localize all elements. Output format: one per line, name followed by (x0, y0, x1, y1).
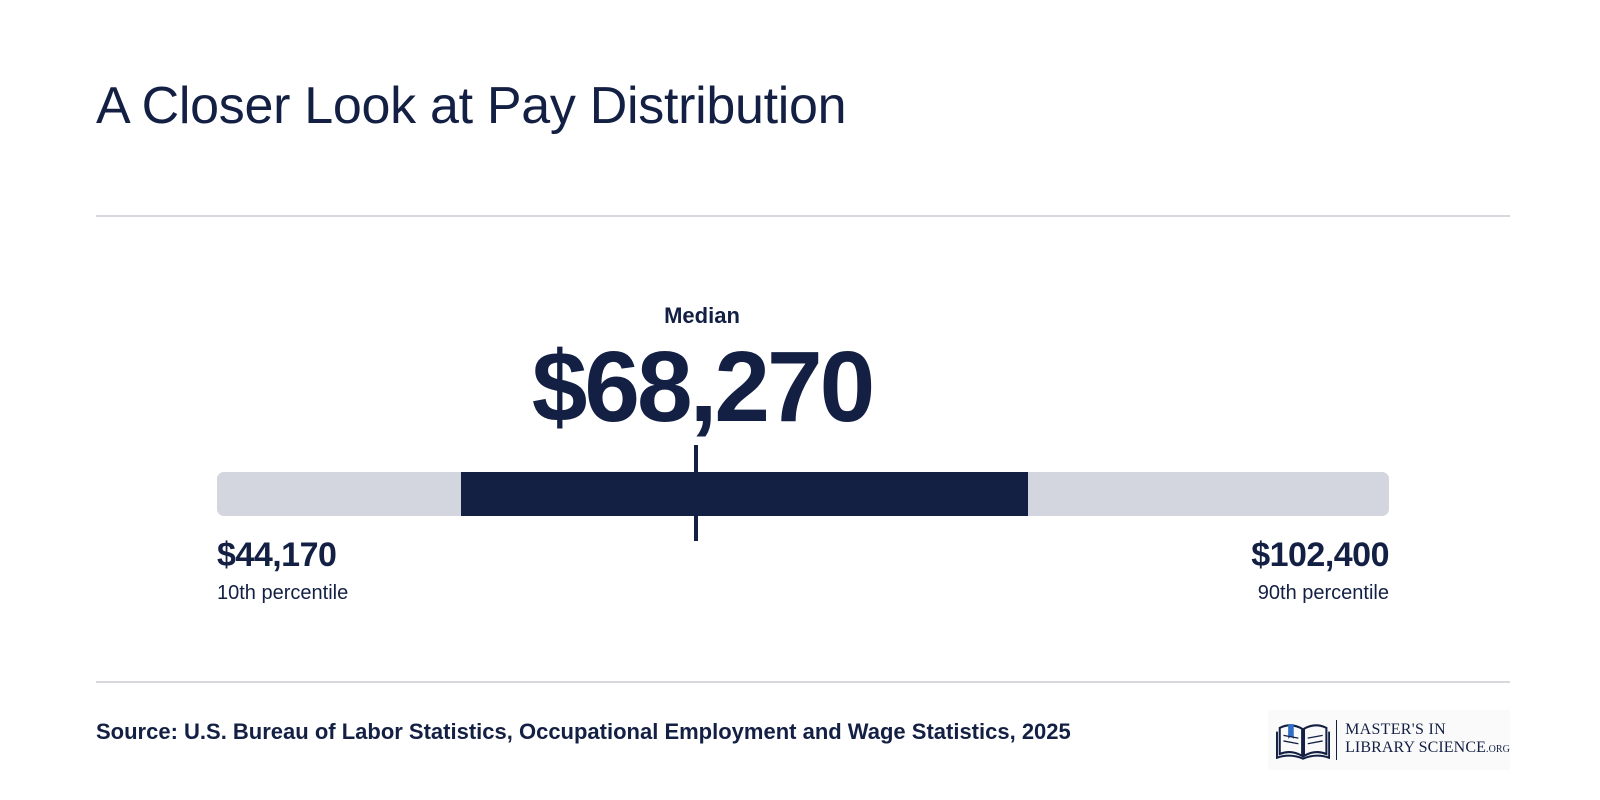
logo-line-2-text: LIBRARY SCIENCE (1345, 739, 1486, 756)
low-label: 10th percentile (217, 582, 349, 604)
logo-suffix: .ORG (1485, 744, 1510, 755)
low-value: $44,170 (217, 536, 337, 574)
high-value: $102,400 (1251, 536, 1389, 574)
open-book-icon (1276, 724, 1331, 760)
logo-divider (1336, 720, 1338, 760)
logo-wordmark: MASTER'S IN LIBRARY SCIENCE.ORG (1345, 721, 1510, 759)
top-divider (96, 215, 1510, 217)
high-label: 90th percentile (1257, 582, 1389, 604)
pay-scale-track (217, 445, 1389, 541)
logo-line-1: MASTER'S IN (1345, 721, 1446, 738)
logo: MASTER'S IN LIBRARY SCIENCE.ORG (1268, 710, 1510, 770)
bottom-divider (96, 681, 1510, 683)
median-marker (694, 445, 699, 541)
pay-range-bar (461, 472, 1029, 516)
median-label: Median (664, 303, 740, 328)
logo-line-2: LIBRARY SCIENCE.ORG (1345, 739, 1510, 759)
source-note: Source: U.S. Bureau of Labor Statistics,… (96, 719, 1071, 744)
page-title: A Closer Look at Pay Distribution (96, 77, 847, 135)
median-value: $68,270 (531, 331, 875, 443)
